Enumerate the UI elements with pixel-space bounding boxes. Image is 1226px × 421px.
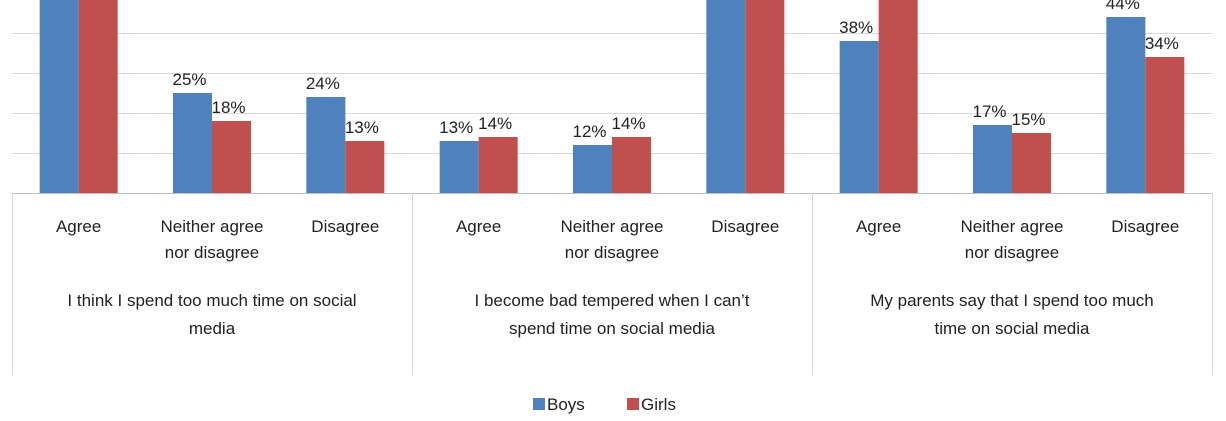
bar <box>573 145 612 193</box>
category-label: Disagree <box>311 217 379 236</box>
group-label: I become bad tempered when I can’t <box>475 291 750 310</box>
bars <box>39 0 1185 193</box>
category-label: Agree <box>56 217 101 236</box>
category-axis: Agree Neither agree nor disagree Disagree I … <box>12 193 1213 375</box>
bar <box>78 0 118 193</box>
data-label: 12% <box>572 122 606 141</box>
category-label: nor disagree <box>165 243 260 262</box>
legend-label-boys: Boys <box>547 395 585 414</box>
legend: Boys Girls <box>533 395 676 414</box>
bar <box>973 125 1012 193</box>
bar <box>839 41 879 193</box>
data-label: 17% <box>972 102 1006 121</box>
data-label: 15% <box>1011 110 1045 129</box>
bar <box>306 97 346 193</box>
data-label: 13% <box>345 118 379 137</box>
category-label: Disagree <box>1111 217 1179 236</box>
category-label: Disagree <box>711 217 779 236</box>
data-label: 14% <box>611 114 645 133</box>
data-label: 34% <box>1145 34 1179 53</box>
bar <box>706 0 746 193</box>
bar <box>1106 17 1146 193</box>
category-label: Neither agree <box>160 217 263 236</box>
group-label: My parents say that I spend too much <box>870 291 1153 310</box>
data-label: 38% <box>839 18 873 37</box>
data-label: 44% <box>1106 0 1140 13</box>
category-label: Neither agree <box>560 217 663 236</box>
data-label: 13% <box>439 118 473 137</box>
legend-swatch-girls <box>627 398 639 410</box>
data-label: 24% <box>306 74 340 93</box>
bar <box>345 141 385 193</box>
category-label: Neither agree <box>960 217 1063 236</box>
bar <box>878 0 918 193</box>
bar <box>1012 133 1051 193</box>
bar <box>612 137 651 193</box>
data-labels: 51%70%25%18%24%13%13%14%12%14%75%72%38%5… <box>172 0 1179 141</box>
bar <box>478 137 518 193</box>
category-label: nor disagree <box>965 243 1060 262</box>
bar <box>1145 57 1185 193</box>
group-label: spend time on social media <box>509 319 716 338</box>
data-label: 18% <box>211 98 245 117</box>
data-label: 25% <box>172 70 206 89</box>
bar <box>212 121 251 193</box>
legend-swatch-boys <box>533 398 545 410</box>
group-label: time on social media <box>935 319 1091 338</box>
group-label: media <box>189 319 236 338</box>
bar <box>39 0 79 193</box>
bar <box>439 141 479 193</box>
bar <box>745 0 785 193</box>
legend-label-girls: Girls <box>641 395 676 414</box>
data-label: 14% <box>478 114 512 133</box>
group-label: I think I spend too much time on social <box>67 291 356 310</box>
category-label: Agree <box>456 217 501 236</box>
category-label: Agree <box>856 217 901 236</box>
category-label: nor disagree <box>565 243 660 262</box>
bar <box>173 93 212 193</box>
